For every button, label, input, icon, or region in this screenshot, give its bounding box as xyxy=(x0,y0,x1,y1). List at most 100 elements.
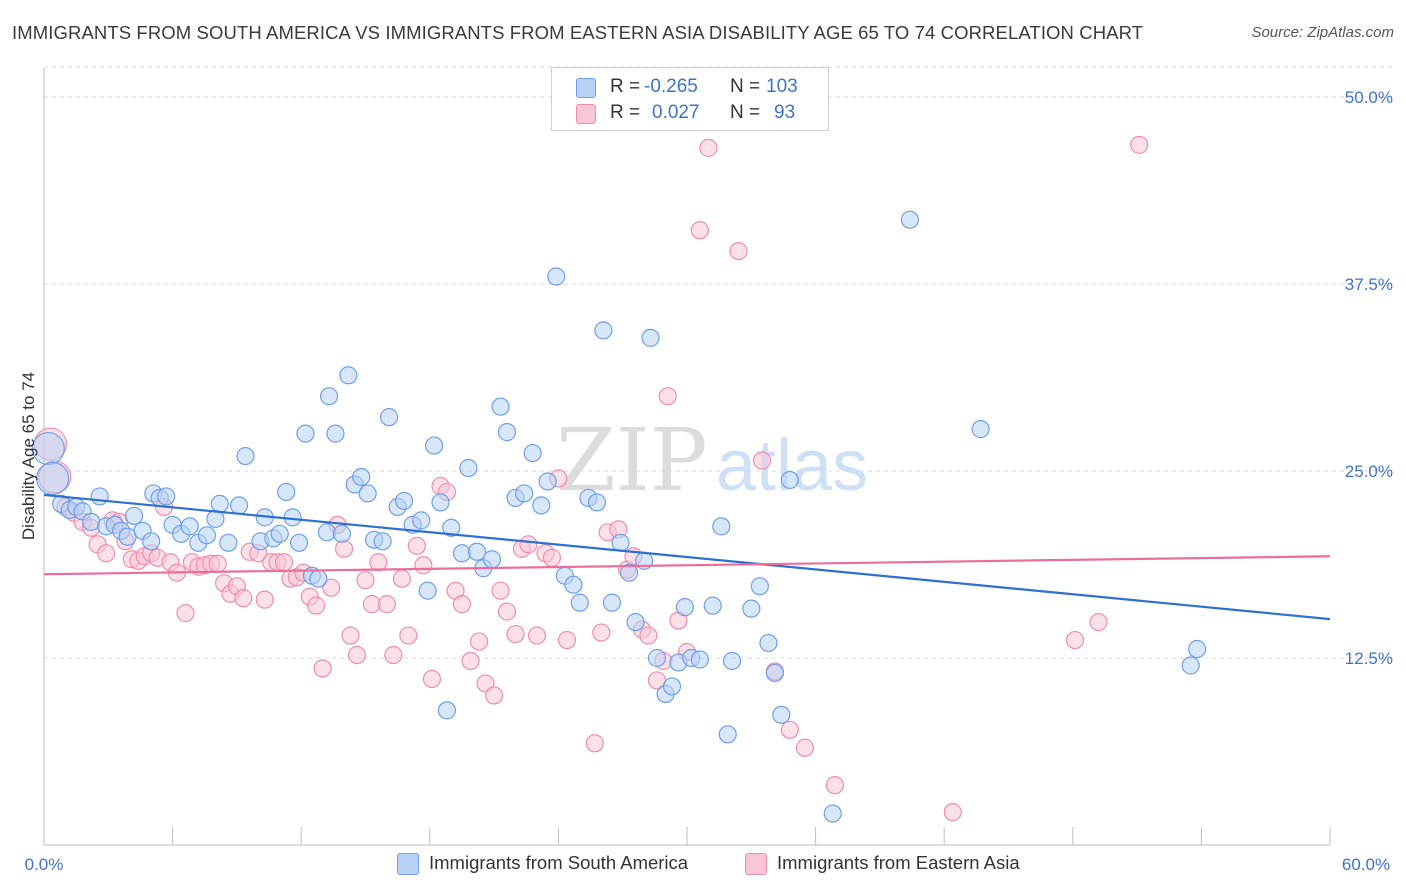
point-south-america xyxy=(394,491,414,511)
point-south-america xyxy=(1181,656,1200,675)
point-south-america xyxy=(296,424,315,443)
trend-line-south-america xyxy=(43,493,1331,621)
point-south-america xyxy=(197,526,216,545)
point-south-america xyxy=(712,517,731,536)
point-south-america xyxy=(626,612,645,632)
y-tick-label: 25.0% xyxy=(1345,462,1393,481)
source-credit: Source: ZipAtlas.com xyxy=(1251,24,1394,41)
point-eastern-asia xyxy=(752,451,772,470)
point-south-america xyxy=(491,397,510,416)
point-south-america xyxy=(332,524,352,543)
point-south-america xyxy=(412,511,431,530)
point-eastern-asia xyxy=(485,686,504,705)
point-eastern-asia xyxy=(557,630,577,650)
point-south-america xyxy=(602,593,622,612)
point-south-america xyxy=(971,420,990,439)
point-south-america xyxy=(142,532,161,551)
point-eastern-asia xyxy=(97,544,116,563)
point-eastern-asia xyxy=(274,553,294,572)
y-axis-title: Disability Age 65 to 74 xyxy=(19,372,38,540)
point-south-america xyxy=(587,493,607,512)
point-south-america xyxy=(339,366,358,385)
legend-swatch-pink xyxy=(576,104,596,124)
bottom-legend-swatch-blue xyxy=(397,853,419,875)
point-south-america xyxy=(180,517,199,536)
point-south-america xyxy=(35,461,70,496)
point-eastern-asia xyxy=(307,596,326,615)
point-south-america xyxy=(424,436,444,455)
bottom-legend-swatch-pink xyxy=(745,853,767,875)
point-eastern-asia xyxy=(943,802,962,822)
watermark-zip: ZIP xyxy=(556,411,708,511)
point-south-america xyxy=(124,506,144,525)
bottom-legend-label: Immigrants from South America xyxy=(429,852,689,873)
point-eastern-asia xyxy=(322,578,341,597)
point-south-america xyxy=(690,650,709,669)
point-eastern-asia xyxy=(255,590,274,609)
point-eastern-asia xyxy=(825,776,844,795)
point-south-america xyxy=(210,494,229,514)
trend-lines xyxy=(43,493,1331,621)
watermark-atlas: atlas xyxy=(716,426,868,506)
point-south-america xyxy=(823,804,842,823)
point-south-america xyxy=(467,542,487,561)
point-south-america xyxy=(900,210,920,229)
bottom-legend-label: Immigrants from Eastern Asia xyxy=(777,852,1020,873)
point-eastern-asia xyxy=(422,669,442,689)
point-south-america xyxy=(532,496,551,515)
point-south-america xyxy=(289,533,309,552)
point-eastern-asia xyxy=(452,595,472,614)
point-south-america xyxy=(780,470,799,490)
point-eastern-asia xyxy=(497,602,517,621)
point-south-america xyxy=(277,482,296,502)
point-south-america xyxy=(611,533,630,552)
point-eastern-asia xyxy=(639,626,658,645)
point-eastern-asia xyxy=(542,548,562,567)
gridlines xyxy=(44,66,1392,659)
point-south-america xyxy=(157,487,176,506)
point-eastern-asia xyxy=(341,626,360,645)
point-south-america xyxy=(317,523,337,542)
point-eastern-asia xyxy=(313,659,332,678)
point-south-america xyxy=(437,701,457,720)
point-south-america xyxy=(431,493,450,512)
point-south-america xyxy=(750,577,769,596)
point-eastern-asia xyxy=(519,535,538,554)
point-south-america xyxy=(326,424,345,443)
point-south-america xyxy=(497,423,517,442)
zipatlas-watermark: ZIP atlas xyxy=(556,411,868,511)
point-south-america xyxy=(309,569,328,588)
point-eastern-asia xyxy=(780,720,799,739)
correlation-legend: R = -0.265 N = 103 R = 0.027 N = 93 xyxy=(551,67,829,131)
legend-n-label: N = xyxy=(730,76,761,97)
point-eastern-asia xyxy=(585,734,604,753)
point-south-america xyxy=(647,648,667,668)
point-eastern-asia xyxy=(356,571,375,590)
point-south-america xyxy=(703,596,722,615)
point-eastern-asia xyxy=(208,554,227,573)
point-eastern-asia xyxy=(234,589,253,608)
point-eastern-asia xyxy=(527,626,547,645)
legend-n-value: 103 xyxy=(766,76,798,97)
point-south-america xyxy=(718,725,737,744)
point-south-america xyxy=(675,598,694,617)
point-eastern-asia xyxy=(506,624,525,644)
point-south-america xyxy=(459,458,478,478)
point-south-america xyxy=(270,524,289,543)
point-south-america xyxy=(742,599,761,618)
point-eastern-asia xyxy=(407,536,427,555)
series-south-america-points xyxy=(31,210,1207,823)
point-south-america xyxy=(319,387,339,406)
point-eastern-asia xyxy=(729,241,748,261)
point-eastern-asia xyxy=(1065,630,1085,650)
point-eastern-asia xyxy=(377,595,397,614)
point-south-america xyxy=(570,593,589,612)
series-eastern-asia-points xyxy=(33,135,1149,822)
point-eastern-asia xyxy=(399,626,418,645)
point-south-america xyxy=(620,563,639,582)
legend-r-label: R = xyxy=(610,102,641,123)
point-south-america xyxy=(772,705,791,724)
point-south-america xyxy=(765,663,784,683)
point-south-america xyxy=(352,467,371,487)
legend-r-label: R = xyxy=(610,76,641,97)
